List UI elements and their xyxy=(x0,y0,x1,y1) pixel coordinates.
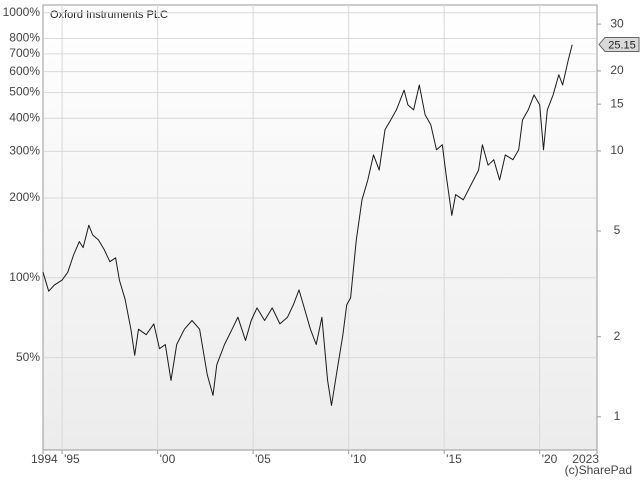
y-tick-label: 400% xyxy=(9,110,40,124)
credit: (c)SharePad xyxy=(565,463,632,477)
y-tick-label: 800% xyxy=(9,31,40,45)
x-tick-label: '15 xyxy=(446,452,462,466)
y-tick-label: 500% xyxy=(9,85,40,99)
chart-title: Oxford Instruments PLC xyxy=(50,9,168,21)
x-tick-label: '05 xyxy=(255,452,271,466)
y2-tick-label: 1 xyxy=(614,409,621,423)
y2-tick-label: 5 xyxy=(614,223,621,237)
y2-tick-label: 15 xyxy=(610,96,624,110)
y-tick-label: 200% xyxy=(9,190,40,204)
y-tick-label: 100% xyxy=(9,270,40,284)
price-line xyxy=(42,44,573,406)
y2-tick-label: 20 xyxy=(610,63,624,77)
x-tick-label: 1994 xyxy=(31,452,58,466)
y-tick-label: 700% xyxy=(9,46,40,60)
last-price-label: 25.15 xyxy=(608,39,636,51)
y-tick-label: 50% xyxy=(16,350,40,364)
x-tick-label: 2023 xyxy=(572,452,599,466)
y2-tick-label: 2 xyxy=(614,329,621,343)
y-tick-label: 600% xyxy=(9,64,40,78)
y2-tick-label: 30 xyxy=(610,16,624,30)
y-tick-label: 300% xyxy=(9,144,40,158)
y-tick-label: 1000% xyxy=(3,5,41,19)
plot-area xyxy=(42,4,598,451)
x-tick-label: '00 xyxy=(160,452,176,466)
x-tick-label: '10 xyxy=(351,452,367,466)
last-price-box xyxy=(598,36,640,52)
y2-tick-label: 10 xyxy=(610,143,624,157)
x-tick-label: '20 xyxy=(542,452,558,466)
x-tick-label: '95 xyxy=(64,452,80,466)
